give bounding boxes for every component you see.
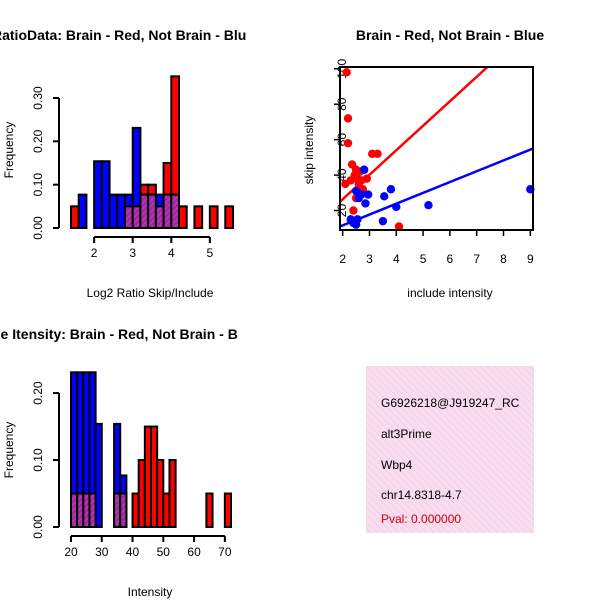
intensity-scatter-xlabel: include intensity — [407, 286, 492, 300]
not-brain-bar — [93, 160, 103, 229]
ratio-histogram: RatioData: Brain - Red, Not Brain - Blu … — [0, 27, 246, 300]
x-tick-label: 4 — [393, 252, 400, 266]
x-tick-label: 5 — [207, 246, 214, 260]
brain-bar — [205, 492, 214, 528]
y-tick-label: 0.20 — [31, 381, 45, 405]
intensity-histogram-axes: 20 30 40 50 60 70 0.00 0.10 0.20 — [31, 381, 232, 559]
intensity-scatter-title: Brain - Red, Not Brain - Blue — [356, 27, 544, 43]
overlap-bar — [119, 492, 128, 528]
event-info-panel: G6926218@J919247_RC alt3Prime Wbp4 chr14… — [366, 366, 534, 533]
intensity-scatter-points — [341, 68, 535, 231]
brain-bar — [193, 205, 204, 229]
x-tick-label: 30 — [95, 545, 109, 559]
intensity-scatter-ylabel: skip intensity — [302, 116, 316, 185]
intensity-scatter-frame — [339, 66, 534, 231]
not-brain-point — [359, 165, 369, 174]
ratio-histogram-axes: 2 3 4 5 0.00 0.10 0.20 0.30 — [31, 86, 214, 260]
genomic-location: chr14.8318-4.7 — [381, 488, 462, 502]
info-panel-background — [366, 366, 534, 533]
x-tick-label: 9 — [527, 252, 534, 266]
not-brain-bar — [108, 193, 119, 229]
not-brain-bar — [100, 160, 111, 229]
brain-bar — [70, 205, 80, 229]
ratio-histogram-xlabel: Log2 Ratio Skip/Include — [87, 286, 214, 300]
not-brain-fit-line — [340, 147, 533, 228]
x-tick-label: 2 — [339, 252, 346, 266]
intensity-histogram-title: ne Itensity: Brain - Red, Not Brain - B — [0, 326, 238, 342]
intensity-histogram: ne Itensity: Brain - Red, Not Brain - B … — [0, 326, 238, 599]
not-brain-bar — [116, 193, 126, 229]
not-brain-point — [361, 199, 370, 208]
not-brain-point — [380, 192, 389, 201]
intensity-scatter: Brain - Red, Not Brain - Blue 2 3 4 5 6 7 8 9 20… — [302, 27, 544, 300]
brain-point — [342, 68, 351, 77]
intensity-histogram-ylabel: Frequency — [2, 422, 16, 479]
y-tick-label: 0.10 — [31, 448, 45, 472]
x-tick-label: 8 — [500, 252, 507, 266]
y-tick-label: 80 — [335, 97, 349, 111]
brain-point — [343, 138, 353, 148]
not-brain-point — [424, 200, 433, 210]
overlap-bar — [154, 205, 165, 229]
overlap-bar — [88, 492, 97, 528]
brain-bar — [223, 492, 233, 528]
not-brain-bar — [77, 193, 88, 229]
not-brain-point — [386, 185, 396, 194]
overlap-bar — [124, 205, 134, 229]
brain-point — [343, 114, 353, 123]
not-brain-point — [378, 216, 388, 226]
y-tick-label: 40 — [335, 168, 349, 182]
y-tick-label: 0.20 — [31, 129, 45, 153]
event-id: G6926218@J919247_RC — [381, 396, 520, 410]
y-tick-label: 20 — [335, 204, 349, 218]
brain-bar — [224, 205, 235, 229]
x-tick-label: 70 — [218, 545, 232, 559]
ratio-histogram-ylabel: Frequency — [2, 122, 16, 179]
y-tick-label: 0.30 — [31, 86, 45, 110]
not-brain-point — [363, 190, 373, 199]
brain-point — [394, 222, 404, 231]
x-tick-label: 3 — [366, 252, 373, 266]
intensity-histogram-xlabel: Intensity — [128, 585, 173, 599]
brain-bar — [168, 459, 177, 529]
brain-point — [362, 174, 372, 183]
y-tick-label: 0.10 — [31, 173, 45, 197]
ratio-histogram-title: RatioData: Brain - Red, Not Brain - Blu — [0, 27, 246, 43]
gene-name: Wbp4 — [381, 458, 413, 472]
x-tick-label: 3 — [129, 246, 136, 260]
brain-point — [349, 206, 358, 215]
event-type: alt3Prime — [381, 427, 432, 441]
ratio-histogram-bars — [70, 75, 235, 230]
not-brain-point — [353, 215, 362, 224]
overlap-bar — [147, 193, 157, 229]
not-brain-point — [392, 202, 401, 212]
x-tick-label: 7 — [473, 252, 480, 266]
y-tick-label: 0.00 — [31, 216, 45, 240]
x-tick-label: 4 — [168, 246, 175, 260]
overlap-bar — [170, 193, 181, 229]
x-tick-label: 5 — [420, 252, 427, 266]
overlap-bar — [131, 205, 142, 229]
y-tick-label: 0.00 — [31, 515, 45, 539]
not-brain-point — [357, 190, 366, 199]
x-tick-label: 2 — [91, 246, 98, 260]
x-tick-label: 40 — [126, 545, 140, 559]
x-tick-label: 50 — [157, 545, 171, 559]
not-brain-bar — [94, 422, 103, 529]
brain-bar — [208, 205, 219, 229]
brain-bar — [178, 205, 188, 229]
x-tick-label: 60 — [187, 545, 201, 559]
overlap-bar — [162, 193, 173, 229]
p-value: Pval: 0.000000 — [381, 512, 461, 526]
overlap-bar — [139, 193, 150, 229]
x-tick-label: 20 — [64, 545, 78, 559]
brain-point — [373, 149, 382, 159]
x-tick-label: 6 — [447, 252, 454, 266]
intensity-histogram-bars — [70, 371, 233, 529]
